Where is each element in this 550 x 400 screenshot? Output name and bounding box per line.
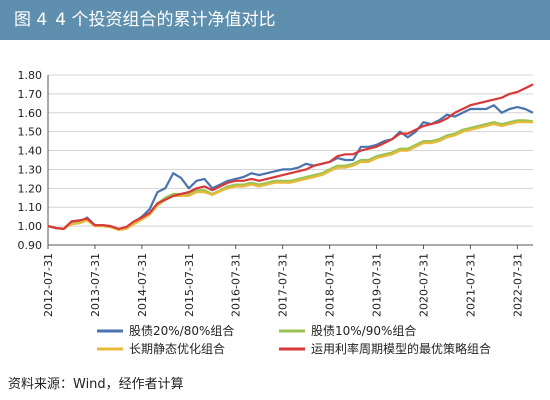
legend-label: 运用利率周期模型的最优策略组合 <box>311 341 491 356</box>
x-tick-label: 2015-07-31 <box>183 253 196 317</box>
x-tick-label: 2012-07-31 <box>42 253 55 317</box>
chart-title: 图 4 4 个投资组合的累计净值对比 <box>14 8 275 32</box>
series-line <box>47 121 533 231</box>
series-line <box>47 83 534 230</box>
series-lines <box>47 83 534 231</box>
figure-number: 图 4 <box>14 10 48 30</box>
figure-title: 4 个投资组合的累计净值对比 <box>55 10 276 30</box>
series-line <box>47 119 534 230</box>
x-tick-label: 2017-07-31 <box>277 253 290 317</box>
y-tick-label: 1.50 <box>18 126 43 139</box>
y-tick-label: 1.40 <box>18 145 43 158</box>
x-tick-label: 2016-07-31 <box>230 253 243 317</box>
x-tick-label: 2020-07-31 <box>417 253 430 317</box>
series-line <box>47 104 534 230</box>
x-tick-label: 2018-07-31 <box>324 253 337 317</box>
source-note: 资料来源：Wind，经作者计算 <box>8 377 184 392</box>
legend-label: 股债10%/90%组合 <box>311 323 416 338</box>
x-tick-label: 2013-07-31 <box>89 253 102 317</box>
legend-label: 长期静态优化组合 <box>129 341 225 356</box>
title-bar: 图 4 4 个投资组合的累计净值对比 <box>0 0 550 40</box>
line-chart: 0.90 1.00 1.10 1.20 1.30 1.40 1.50 1.60 1.70 1.80… <box>18 69 534 356</box>
y-tick-label: 1.10 <box>18 201 43 214</box>
y-tick-label: 1.70 <box>18 88 43 101</box>
x-tick-label: 2022-07-31 <box>511 253 524 317</box>
y-tick-label: 1.20 <box>18 182 43 195</box>
x-tick-label: 2021-07-31 <box>464 253 477 317</box>
x-tick-label: 2019-07-31 <box>371 253 384 317</box>
y-tick-label: 0.90 <box>18 239 43 252</box>
axes: 0.90 1.00 1.10 1.20 1.30 1.40 1.50 1.60 1.70 1.80… <box>18 69 525 317</box>
y-tick-label: 1.60 <box>18 107 43 120</box>
y-tick-label: 1.80 <box>18 69 43 82</box>
y-tick-label: 1.30 <box>18 163 43 176</box>
legend-label: 股债20%/80%组合 <box>129 323 234 338</box>
y-tick-label: 1.00 <box>18 220 43 233</box>
x-tick-label: 2014-07-31 <box>136 253 149 317</box>
gridlines <box>48 74 533 246</box>
